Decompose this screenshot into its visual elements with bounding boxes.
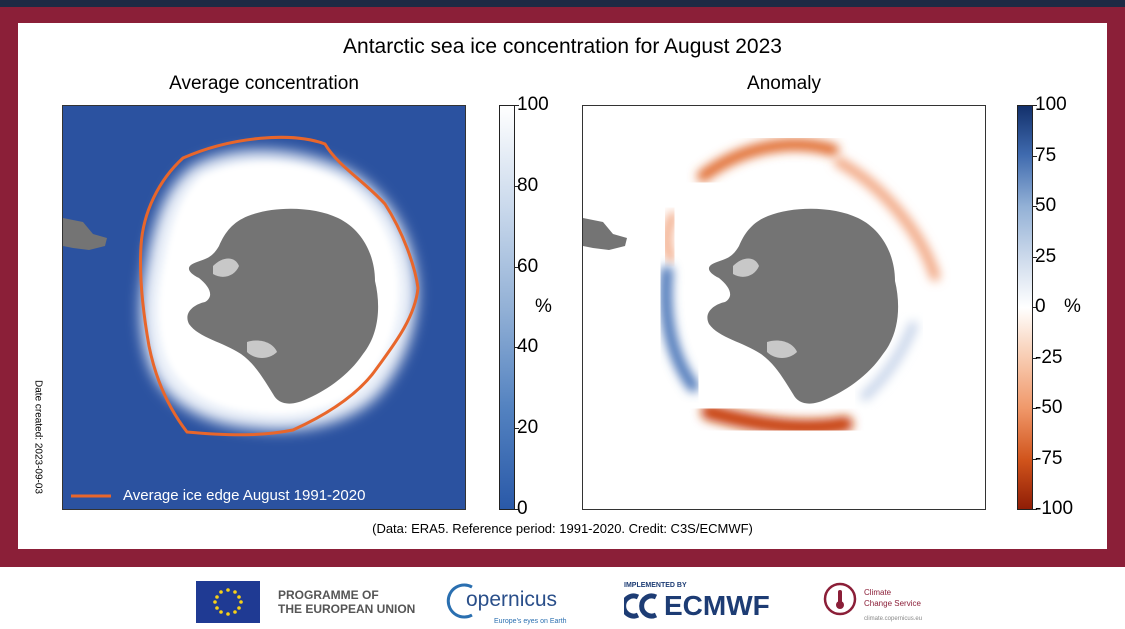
colorbar-tick-label: 25 <box>1035 245 1057 267</box>
colorbar-tick-label: 20 <box>517 417 539 439</box>
colorbar-tick-mark <box>1032 408 1037 409</box>
copernicus-logo-text: opernicus <box>466 588 558 611</box>
colorbar-tick-mark <box>514 509 519 510</box>
colorbar-tick-label: 0 <box>1035 296 1046 317</box>
legend-ice-edge-label: Average ice edge August 1991-2020 <box>123 487 366 504</box>
c3s-line1: Climate <box>864 588 892 597</box>
colorbar-tick-mark <box>1032 155 1037 157</box>
left-panel-title: Average concentration <box>169 73 359 94</box>
positive-anomaly-west <box>660 266 699 392</box>
chart-title: Antarctic sea ice concentration for Augu… <box>343 35 782 58</box>
c3s-url: climate.copernicus.eu <box>864 616 923 622</box>
anomaly-map-svg <box>583 106 985 509</box>
colorbar-tick-label: -50 <box>1035 397 1063 418</box>
eu-programme-line1: PROGRAMME OF <box>278 588 379 602</box>
eu-flag-icon <box>196 581 260 623</box>
colorbar-tick-mark <box>1032 105 1037 106</box>
colorbar-tick-label: 50 <box>1035 195 1057 216</box>
colorbar-tick-mark <box>1032 509 1037 510</box>
colorbar-tick-label: 60 <box>517 255 539 277</box>
data-credit: (Data: ERA5. Reference period: 1991-2020… <box>372 521 753 536</box>
colorbar-tick-label: 80 <box>517 174 539 196</box>
right-panel-title: Anomaly <box>747 73 821 94</box>
colorbar-tick-mark <box>514 428 519 430</box>
colorbar-tick-mark <box>514 266 519 268</box>
c3s-thermometer-icon <box>823 582 857 616</box>
date-created: Date created: 2023-09-03 <box>32 380 44 494</box>
south-america-land <box>63 218 107 250</box>
ecmwf-logo-text: ECMWF <box>664 590 770 621</box>
colorbar-tick-mark <box>1032 206 1037 207</box>
colorbar-tick-label: 0 <box>517 498 528 519</box>
concentration-map-svg <box>63 106 465 509</box>
anomaly-map <box>582 105 986 510</box>
top-strip <box>0 0 1125 7</box>
concentration-map: Average ice edge August 1991-2020 <box>62 105 466 510</box>
c3s-line2: Change Service <box>864 599 921 608</box>
ecmwf-symbol-icon <box>624 593 658 619</box>
colorbar-tick-label: 40 <box>517 336 539 358</box>
colorbar-tick-label: -100 <box>1035 498 1074 519</box>
anomaly-colorbar-unit: % <box>1064 296 1081 317</box>
eu-programme-line2: THE EUROPEAN UNION <box>278 602 416 616</box>
colorbar-tick-label: 100 <box>1035 94 1067 115</box>
colorbar-tick-label: 75 <box>1035 144 1057 166</box>
footer: PROGRAMME OF THE EUROPEAN UNION opernicu… <box>0 567 1125 627</box>
copernicus-c-icon <box>446 583 473 619</box>
anomaly-colorbar <box>1017 105 1033 510</box>
colorbar-tick-label: 100 <box>517 94 549 115</box>
colorbar-tick-mark <box>514 185 519 187</box>
antarctica-land-anomaly <box>707 208 899 404</box>
concentration-colorbar-unit: % <box>535 296 552 317</box>
antarctica-land <box>187 208 379 404</box>
colorbar-tick-label: -75 <box>1035 447 1063 469</box>
negative-anomaly-south <box>701 404 853 436</box>
colorbar-tick-mark <box>1032 458 1037 460</box>
colorbar-tick-mark <box>1032 357 1037 359</box>
concentration-colorbar <box>499 105 515 510</box>
negative-anomaly-north <box>697 138 839 182</box>
average-ice-edge <box>138 135 420 437</box>
colorbar-tick-mark <box>1032 256 1037 258</box>
colorbar-tick-mark <box>514 347 519 349</box>
south-america-land-anomaly <box>583 218 627 250</box>
copernicus-tagline: Europe's eyes on Earth <box>494 618 567 625</box>
implemented-by: IMPLEMENTED BY <box>624 582 687 589</box>
colorbar-tick-label: -25 <box>1035 346 1063 368</box>
colorbar-tick-mark <box>1032 307 1037 308</box>
colorbar-tick-mark <box>514 105 519 106</box>
